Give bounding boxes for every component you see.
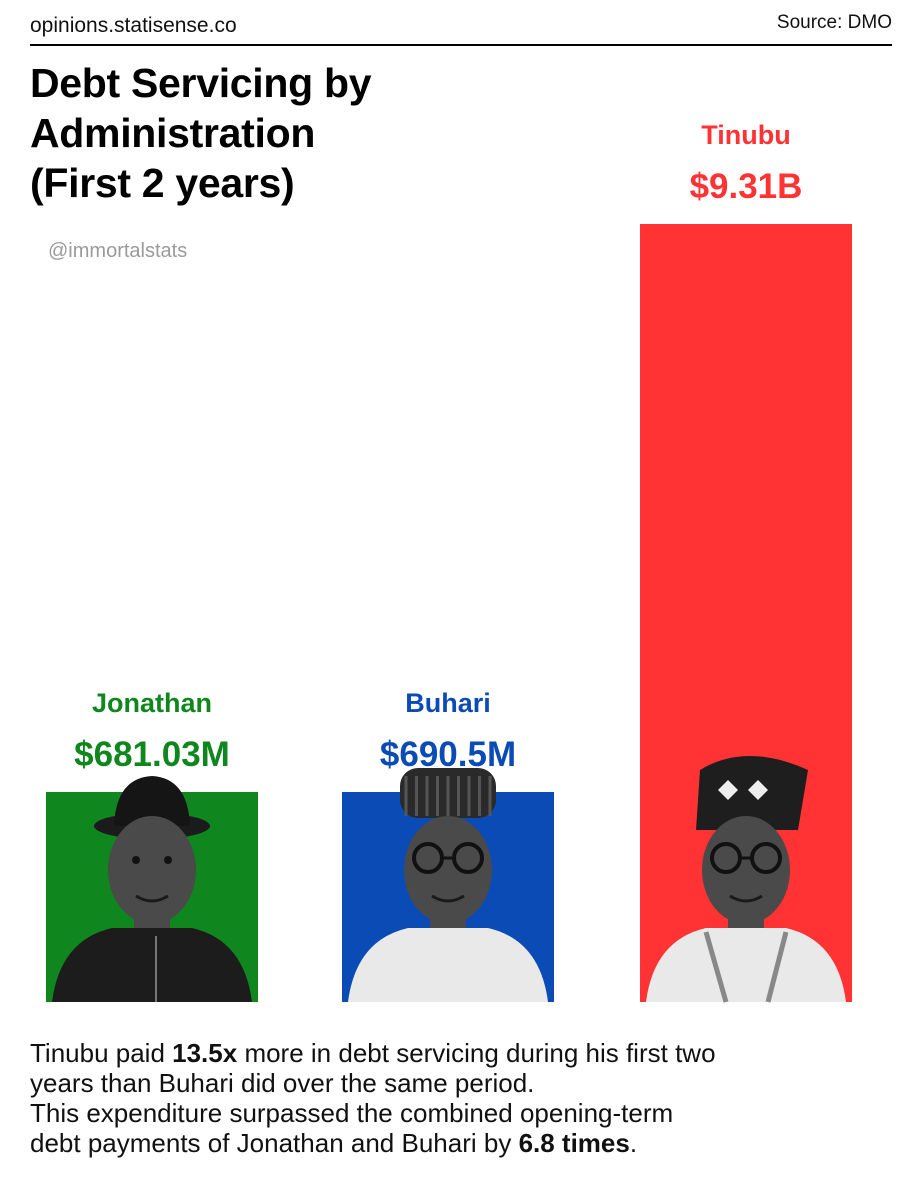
bar-chart: Jonathan $681.03M Buhari $690.5M Tinubu $9.31… xyxy=(46,120,852,1003)
category-label: Tinubu xyxy=(701,120,790,150)
caption-text: debt payments of Jonathan and Buhari by xyxy=(30,1128,519,1158)
caption-text: more in debt servicing during his first … xyxy=(237,1038,716,1068)
caption: Tinubu paid 13.5x more in debt servicing… xyxy=(30,1038,890,1158)
site-url: opinions.statisense.co xyxy=(30,14,237,37)
value-label: $681.03M xyxy=(74,735,230,774)
caption-highlight: 13.5x xyxy=(172,1038,238,1068)
tinubu-portrait-icon xyxy=(646,756,846,1003)
buhari-portrait-icon xyxy=(348,768,548,1002)
value-label: $690.5M xyxy=(380,735,516,774)
category-label: Buhari xyxy=(405,688,491,718)
watermark-handle: @immortalstats xyxy=(48,240,188,262)
source-label: Source: DMO xyxy=(776,12,892,33)
chart-title-line-2: (First 2 years) xyxy=(30,160,295,206)
chart-title: Debt Servicing by Administration (First … xyxy=(30,58,650,208)
jonathan-portrait-icon xyxy=(52,776,252,1002)
caption-line-1: Tinubu paid 13.5x more in debt servicing… xyxy=(30,1038,890,1068)
caption-text: . xyxy=(629,1128,638,1158)
value-label: $9.31B xyxy=(690,167,803,206)
caption-text: Tinubu paid xyxy=(30,1038,173,1068)
category-label: Jonathan xyxy=(92,688,212,718)
caption-line-4: debt payments of Jonathan and Buhari by … xyxy=(30,1128,890,1158)
top-bar: opinions.statisense.co Source: DMO xyxy=(30,0,892,46)
caption-line-2: years than Buhari did over the same peri… xyxy=(30,1068,535,1098)
chart-title-line-1: Debt Servicing by Administration xyxy=(30,60,372,156)
caption-highlight: 6.8 times xyxy=(518,1128,630,1158)
caption-line-3: This expenditure surpassed the combined … xyxy=(30,1098,674,1128)
